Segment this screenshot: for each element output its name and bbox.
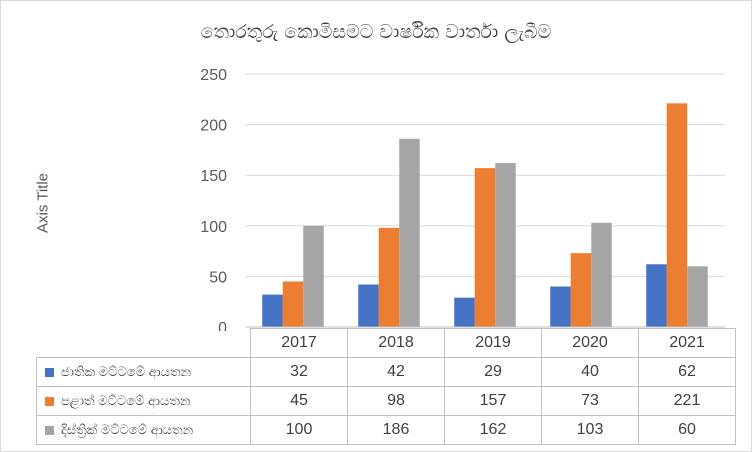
data-cell: 186 — [347, 415, 445, 445]
y-tick-label: 150 — [200, 168, 227, 185]
data-cell: 40 — [541, 357, 639, 387]
bar — [687, 266, 708, 327]
data-table-row: ජාතික මට්ටමේ ආයතන 32 42 29 40 62 — [36, 357, 736, 387]
bar — [646, 264, 667, 327]
data-table-row: පළාත් මට්ටමේ ආයතන 45 98 157 73 221 — [36, 386, 736, 416]
data-table-corner — [36, 328, 251, 358]
data-cell: 62 — [638, 357, 736, 387]
bar — [303, 225, 324, 327]
bar — [666, 103, 688, 328]
data-cell: 157 — [444, 386, 542, 416]
bar — [262, 294, 283, 327]
data-cell: 162 — [444, 415, 542, 445]
legend-entry: දිස්ත්‍රික් මට්ටමේ ආයතන — [36, 415, 251, 445]
legend-entry: ජාතික මට්ටමේ ආයතන — [36, 357, 251, 387]
legend-swatch — [45, 368, 54, 378]
data-cell: 42 — [347, 357, 445, 387]
data-cell: 45 — [250, 386, 348, 416]
bar — [358, 284, 379, 327]
bar — [591, 222, 612, 327]
legend-swatch — [45, 397, 54, 407]
data-cell: 32 — [250, 357, 348, 387]
category-label: 2017 — [250, 328, 348, 358]
bar — [550, 286, 571, 327]
y-tick-label: 50 — [209, 269, 227, 286]
chart-title: තොරතුරු කොමිසමට වාර්ෂික වාර්තා ලැබීම — [200, 21, 552, 43]
bar — [399, 138, 420, 327]
data-cell: 100 — [250, 415, 348, 445]
y-tick-label: 250 — [200, 67, 227, 84]
data-table-row: දිස්ත්‍රික් මට්ටමේ ආයතන 100 186 162 103 … — [36, 415, 736, 445]
y-tick-label: 100 — [200, 219, 227, 236]
bar — [454, 297, 475, 327]
bar — [282, 281, 304, 327]
y-tick-label: 200 — [200, 118, 227, 135]
legend-swatch — [45, 426, 54, 436]
legend-label: ජාතික මට්ටමේ ආයතන — [61, 364, 192, 379]
category-label: 2018 — [347, 328, 445, 358]
bar — [495, 163, 516, 327]
category-label: 2019 — [444, 328, 542, 358]
data-cell: 221 — [638, 386, 736, 416]
bar — [378, 227, 400, 327]
data-cell: 60 — [638, 415, 736, 445]
bar — [474, 168, 496, 327]
data-cell: 29 — [444, 357, 542, 387]
data-table: 2017 2018 2019 2020 2021 ජාතික මට්ටමේ ආය… — [36, 328, 736, 445]
legend-entry: පළාත් මට්ටමේ ආයතන — [36, 386, 251, 416]
data-table-header-row: 2017 2018 2019 2020 2021 — [36, 328, 736, 358]
bar — [570, 253, 592, 327]
legend-label: පළාත් මට්ටමේ ආයතන — [61, 393, 191, 408]
data-cell: 103 — [541, 415, 639, 445]
legend-label: දිස්ත්‍රික් මට්ටමේ ආයතන — [61, 422, 194, 437]
data-cell: 98 — [347, 386, 445, 416]
data-cell: 73 — [541, 386, 639, 416]
y-tick-label: 0 — [218, 320, 227, 331]
category-label: 2021 — [638, 328, 736, 358]
category-label: 2020 — [541, 328, 639, 358]
plot-area: 0 50 100 150 200 250 — [200, 67, 725, 331]
